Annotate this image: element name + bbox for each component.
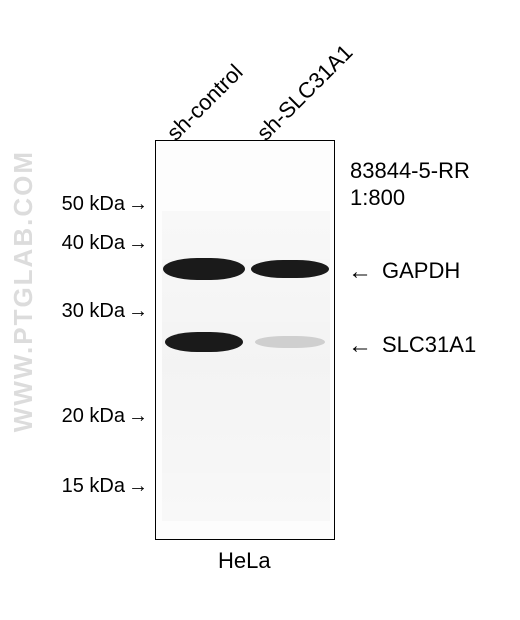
slc31a1-label: SLC31A1: [382, 332, 476, 358]
band-gapdh-lane1: [163, 258, 245, 280]
mw-label-30: 30 kDa: [55, 300, 125, 323]
gapdh-arrow-icon: ←: [348, 258, 372, 286]
gapdh-label: GAPDH: [382, 258, 460, 284]
band-slc31a1-lane1: [165, 332, 243, 352]
mw-arrow-icon: →: [128, 193, 148, 216]
mw-arrow-icon: →: [128, 475, 148, 498]
band-slc31a1-lane2-faint: [255, 336, 325, 348]
mw-label-40: 40 kDa: [55, 232, 125, 255]
mw-label-20: 20 kDa: [55, 405, 125, 428]
dilution-label: 1:800: [350, 185, 405, 211]
mw-label-15: 15 kDa: [55, 475, 125, 498]
slc31a1-arrow-icon: ←: [348, 332, 372, 360]
antibody-id: 83844-5-RR: [350, 158, 470, 184]
mw-label-50: 50 kDa: [55, 193, 125, 216]
blot-figure: WWW.PTGLAB.COM sh-control sh-SLC31A1 50 …: [0, 0, 520, 620]
lane-label-slc31a1: sh-SLC31A1: [252, 39, 359, 146]
band-gapdh-lane2: [251, 260, 329, 278]
cell-line-label: HeLa: [218, 548, 271, 574]
mw-arrow-icon: →: [128, 405, 148, 428]
mw-arrow-icon: →: [128, 232, 148, 255]
mw-arrow-icon: →: [128, 300, 148, 323]
watermark-text: WWW.PTGLAB.COM: [8, 150, 39, 432]
lane-label-control: sh-control: [162, 59, 249, 146]
